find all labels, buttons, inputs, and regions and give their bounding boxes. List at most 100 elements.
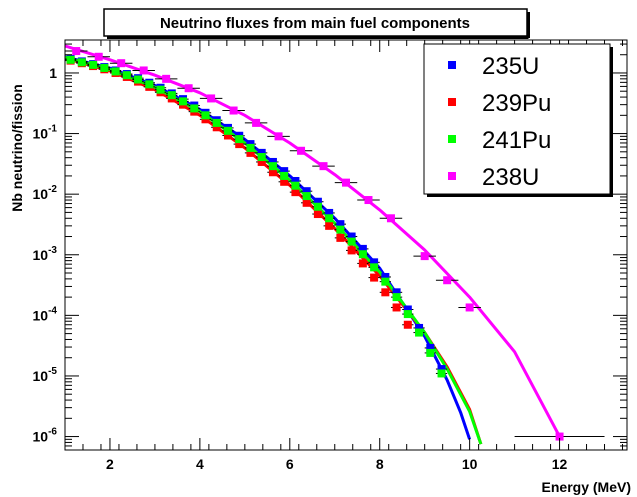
data-point-235U-21 — [302, 187, 311, 196]
data-point-239Pu-24 — [336, 233, 345, 242]
data-point-241Pu-23 — [325, 214, 334, 223]
data-point-239Pu-27 — [370, 273, 379, 282]
legend-marker-239Pu — [448, 98, 456, 106]
data-point-239Pu-13 — [212, 123, 221, 132]
data-point-238U-5 — [184, 84, 193, 93]
data-point-235U-19 — [280, 167, 289, 176]
data-point-239Pu-17 — [257, 157, 266, 166]
x-tick-label-12: 12 — [552, 456, 568, 472]
data-point-238U-6 — [207, 94, 216, 103]
data-point-241Pu-26 — [358, 250, 367, 259]
y-axis-label: Nb neutrino/fission — [9, 84, 25, 212]
data-point-238U-0 — [72, 47, 81, 56]
data-point-235U-29 — [392, 288, 401, 297]
data-point-241Pu-29 — [392, 293, 401, 302]
chart-title: Neutrino fluxes from main fuel component… — [160, 15, 470, 32]
data-point-239Pu-28 — [381, 288, 390, 297]
data-point-241Pu-20 — [291, 181, 300, 190]
data-point-238U-13 — [364, 196, 373, 205]
data-point-238U-8 — [252, 118, 261, 127]
data-point-241Pu-31 — [415, 328, 424, 337]
data-point-235U-17 — [257, 148, 266, 157]
data-point-239Pu-14 — [223, 131, 232, 140]
plot-area — [65, 44, 605, 445]
data-point-239Pu-16 — [246, 148, 255, 157]
y-tick-label-6: 1 — [49, 65, 57, 81]
data-point-241Pu-11 — [190, 104, 199, 113]
data-point-241Pu-2 — [89, 60, 98, 69]
x-tick-label-6: 6 — [286, 456, 294, 472]
data-point-241Pu-3 — [100, 63, 109, 72]
y-tick-label-1: 10-5 — [33, 366, 58, 384]
legend-label-241Pu: 241Pu — [482, 127, 551, 154]
data-point-239Pu-18 — [268, 168, 277, 177]
data-point-241Pu-14 — [223, 126, 232, 135]
x-tick-label-10: 10 — [462, 456, 478, 472]
data-point-241Pu-28 — [381, 277, 390, 286]
data-point-235U-30 — [403, 305, 412, 314]
data-point-241Pu-8 — [156, 85, 165, 94]
data-point-239Pu-19 — [280, 177, 289, 186]
data-point-241Pu-27 — [370, 263, 379, 272]
data-point-241Pu-1 — [77, 58, 86, 67]
title-frame — [103, 8, 528, 37]
data-point-241Pu-13 — [212, 118, 221, 127]
data-point-238U-11 — [319, 162, 328, 171]
y-tick-label-0: 10-6 — [33, 427, 58, 445]
data-point-238U-17 — [465, 303, 474, 312]
series-points-241Pu — [65, 55, 448, 378]
data-point-239Pu-26 — [358, 259, 367, 268]
y-tick-label-4: 10-2 — [33, 184, 58, 202]
data-point-241Pu-9 — [167, 91, 176, 100]
data-point-238U-10 — [297, 146, 306, 155]
x-tick-label-8: 8 — [376, 456, 384, 472]
x-tick-label-4: 4 — [196, 456, 204, 472]
data-point-235U-22 — [313, 197, 322, 206]
data-point-238U-14 — [386, 214, 395, 223]
data-point-238U-12 — [342, 178, 350, 187]
data-point-239Pu-30 — [403, 320, 412, 329]
data-point-238U-1 — [94, 52, 103, 61]
data-point-238U-16 — [443, 276, 452, 285]
data-point-239Pu-23 — [325, 221, 334, 230]
legend-label-238U: 238U — [482, 164, 539, 191]
data-point-241Pu-19 — [280, 171, 289, 180]
series-points-238U — [65, 47, 605, 441]
data-point-239Pu-20 — [291, 188, 300, 197]
data-point-241Pu-12 — [201, 111, 210, 120]
data-point-235U-25 — [347, 232, 356, 241]
x-tick-label-2: 2 — [106, 456, 114, 472]
data-point-235U-32 — [426, 343, 435, 352]
data-point-241Pu-24 — [336, 225, 345, 234]
data-point-239Pu-21 — [302, 198, 311, 207]
data-point-241Pu-7 — [145, 80, 154, 89]
data-point-238U-18 — [555, 432, 564, 441]
data-point-241Pu-4 — [111, 67, 120, 76]
axes: 2 4 6 8 10 12 10-6 10-5 10-4 10-3 10-2 10-1 1 — [33, 39, 628, 472]
data-point-235U-27 — [370, 258, 379, 267]
data-point-235U-18 — [268, 157, 277, 166]
y-tick-label-5: 10-1 — [33, 124, 58, 142]
data-point-241Pu-33 — [437, 369, 446, 378]
data-point-235U-20 — [291, 176, 300, 185]
data-point-241Pu-18 — [268, 162, 277, 171]
legend: 235U 239Pu 241Pu 238U — [423, 43, 613, 197]
legend-label-239Pu: 239Pu — [482, 90, 551, 117]
data-point-239Pu-15 — [235, 140, 244, 149]
data-point-235U-23 — [325, 208, 334, 217]
data-point-241Pu-21 — [302, 192, 311, 201]
legend-marker-238U — [448, 172, 456, 180]
data-point-235U-33 — [437, 365, 446, 374]
data-point-235U-31 — [415, 323, 424, 332]
data-point-241Pu-17 — [257, 153, 266, 162]
data-point-241Pu-0 — [66, 55, 75, 64]
plot-frame — [64, 39, 628, 451]
x-axis-label: Energy (MeV) — [542, 479, 631, 495]
data-point-238U-15 — [420, 252, 429, 261]
data-point-241Pu-6 — [134, 75, 143, 84]
data-point-239Pu-29 — [392, 303, 401, 312]
data-point-239Pu-22 — [313, 210, 322, 219]
data-point-241Pu-32 — [426, 348, 435, 357]
legend-marker-235U — [448, 61, 456, 69]
